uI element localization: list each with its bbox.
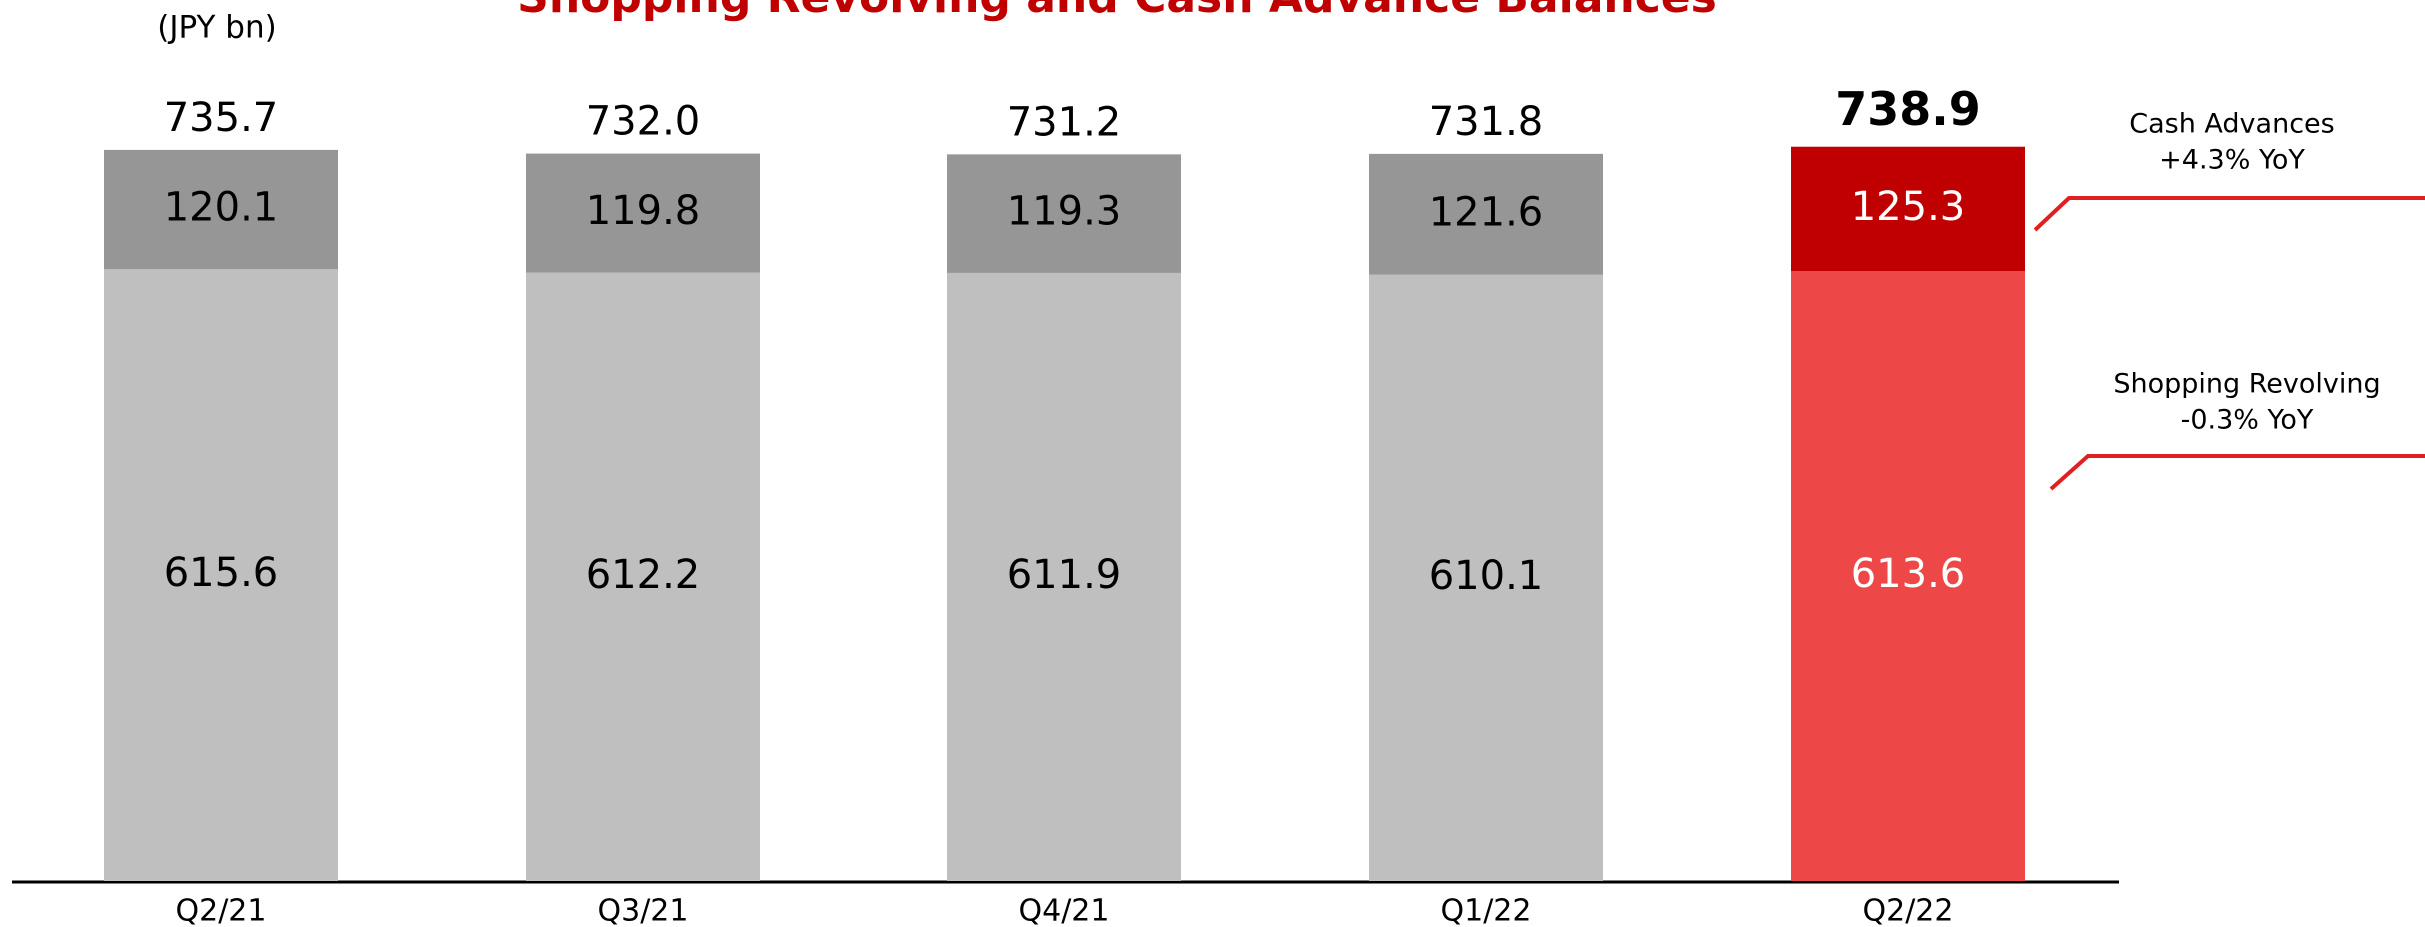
total-label: 731.2: [1007, 99, 1122, 145]
total-label: 735.7: [164, 95, 279, 141]
value-label: 119.8: [586, 188, 701, 234]
annotation: Shopping Revolving: [2113, 369, 2380, 400]
annotation: +4.3% YoY: [2159, 145, 2305, 176]
value-label: 125.3: [1851, 184, 1966, 230]
annotation: Cash Advances: [2129, 109, 2334, 140]
bar-segment: [1369, 153, 1603, 275]
value-label: 612.2: [586, 552, 701, 598]
value-label: 119.3: [1007, 189, 1122, 235]
value-label: 611.9: [1007, 552, 1122, 598]
bar-segment: [947, 272, 1181, 881]
value-label: 121.6: [1429, 189, 1544, 235]
bar-segment: [1369, 274, 1603, 881]
bar-segment: [526, 153, 760, 273]
total-label: 738.9: [1835, 82, 1981, 136]
unit-label: (JPY bn): [157, 10, 276, 46]
annotation-leader: [2049, 454, 2425, 491]
value-label: 615.6: [164, 550, 279, 596]
value-label: 610.1: [1429, 553, 1544, 599]
total-label: 732.0: [586, 99, 701, 145]
x-tick-label: Q2/22: [1863, 894, 1954, 927]
bar-segment: [104, 149, 338, 270]
bar-segment: [104, 269, 338, 881]
bar-segment: [1791, 146, 2025, 272]
bar-segment: [1791, 271, 2025, 881]
x-tick-label: Q4/21: [1019, 894, 1110, 927]
x-tick-label: Q2/21: [176, 894, 267, 927]
bar-segment: [947, 154, 1181, 273]
value-label: 613.6: [1851, 551, 1966, 597]
chart-title: Shopping Revolving and Cash Advance Bala…: [517, 0, 1717, 23]
bar-segment: [526, 272, 760, 882]
annotation: -0.3% YoY: [2181, 405, 2314, 436]
total-label: 731.8: [1429, 99, 1544, 145]
annotation-leader: [2033, 196, 2425, 232]
x-tick-label: Q3/21: [598, 894, 689, 927]
value-label: 120.1: [164, 185, 279, 231]
x-tick-label: Q1/22: [1441, 894, 1532, 927]
